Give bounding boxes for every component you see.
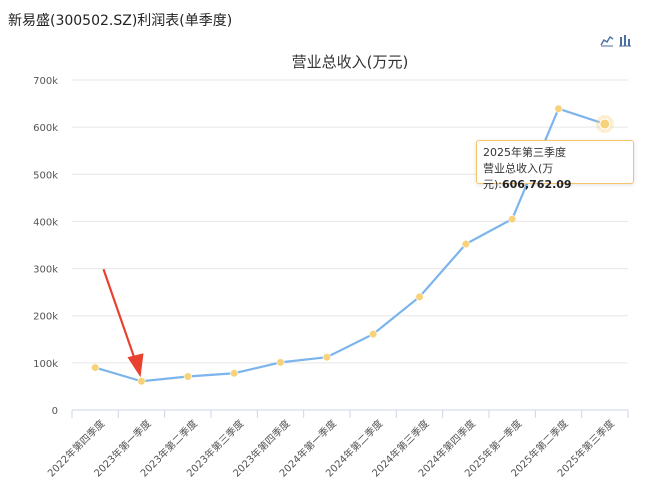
data-point [461,239,470,249]
annotation-arrow-shaft [102,268,137,362]
chart-tooltip: 2025年第三季度 营业总收入(万元):606,762.09 [476,140,634,191]
chart-title: 营业总收入(万元) [292,53,409,71]
page-title: 新易盛(300502.SZ)利润表(单季度) [8,13,233,29]
tooltip-line: 营业总收入(万元):606,762.09 [483,161,627,193]
tooltip-value: 606,762.09 [502,178,572,191]
annotation-arrow-head [127,353,144,378]
line-chart-icon[interactable] [600,32,614,47]
data-point [137,377,146,386]
data-point [91,363,100,372]
data-point [369,330,378,339]
data-point [508,214,517,224]
y-tick-label: 500k [33,170,58,181]
y-tick-label: 100k [33,359,58,370]
data-point [183,372,192,381]
data-point [599,118,611,130]
data-point [230,369,239,378]
chart-toolbar [600,32,632,47]
data-point [276,358,285,367]
y-tick-label: 600k [33,123,58,134]
y-tick-label: 400k [33,217,58,228]
data-point [322,353,331,362]
y-tick-label: 200k [33,312,58,323]
y-tick-label: 0 [52,406,58,417]
y-tick-label: 700k [33,76,58,87]
series-line [94,107,606,383]
tooltip-period: 2025年第三季度 [483,146,566,159]
y-tick-label: 300k [33,265,58,276]
bar-chart-icon[interactable] [618,32,632,47]
data-point [415,292,424,301]
tooltip-label: 营业总收入(万元): [483,162,554,191]
data-point [554,104,563,113]
